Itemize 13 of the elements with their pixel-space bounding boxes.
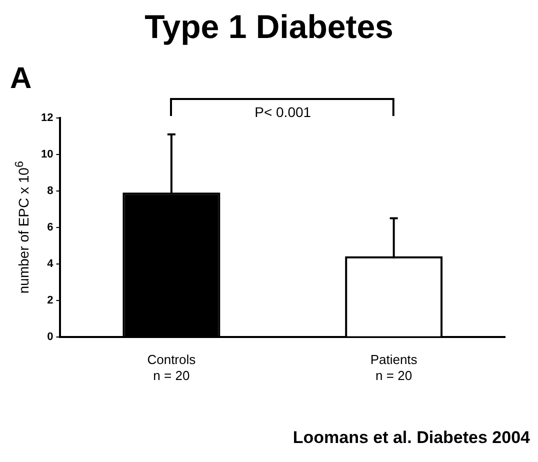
y-tick-label: 0 (47, 330, 54, 343)
y-tick-label: 10 (40, 148, 54, 160)
y-tick-label: 2 (47, 294, 54, 306)
y-tick-label: 4 (47, 258, 54, 270)
y-tick-label: 12 (40, 112, 54, 124)
x-tick-label: Controls n = 20 (147, 352, 196, 383)
chart-title: Type 1 Diabetes (144, 8, 394, 46)
text: Loomans et al. Diabetes 2004 (292, 428, 530, 448)
y-tick-label: 6 (47, 221, 54, 234)
x-tick-label: Patients n = 20 (370, 352, 418, 383)
annotation: P< 0.001 (254, 104, 312, 120)
text: A (10, 62, 32, 96)
y-tick-label: 8 (47, 184, 54, 197)
